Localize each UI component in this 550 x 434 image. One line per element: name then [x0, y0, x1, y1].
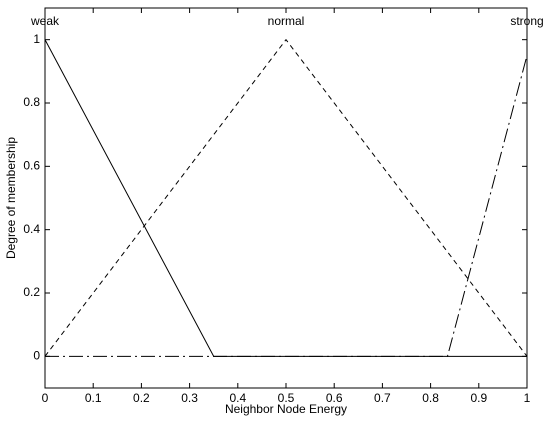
y-tick-label: 1 [33, 32, 40, 46]
x-tick-label: 0.7 [374, 391, 391, 405]
series-label: normal [268, 14, 305, 28]
x-tick-label: 0.8 [422, 391, 439, 405]
y-axis-label: Degree of membership [4, 137, 18, 259]
y-tick-label: 0.2 [23, 285, 40, 299]
series-label: weak [30, 14, 60, 28]
x-tick-label: 0.1 [85, 391, 102, 405]
y-tick-label: 0.4 [23, 222, 40, 236]
y-tick-label: 0.6 [23, 159, 40, 173]
y-tick-label: 0 [33, 349, 40, 363]
membership-line [44, 38, 528, 357]
x-tick-label: 1 [524, 391, 531, 405]
x-tick-label: 0.6 [326, 391, 343, 405]
series-label: strong [510, 14, 543, 28]
membership-line [44, 39, 527, 357]
x-tick-label: 0.3 [181, 391, 198, 405]
y-tick-label: 0.8 [23, 95, 40, 109]
x-axis-label: Neighbor Node Energy [225, 402, 347, 416]
x-tick-label: 0.5 [278, 391, 295, 405]
x-tick-label: 0.4 [229, 391, 246, 405]
plot-frame [44, 7, 528, 389]
x-tick-label: 0 [42, 391, 49, 405]
membership-line [45, 55, 528, 357]
x-tick-label: 0.2 [133, 391, 150, 405]
x-tick-label: 0.9 [470, 391, 487, 405]
